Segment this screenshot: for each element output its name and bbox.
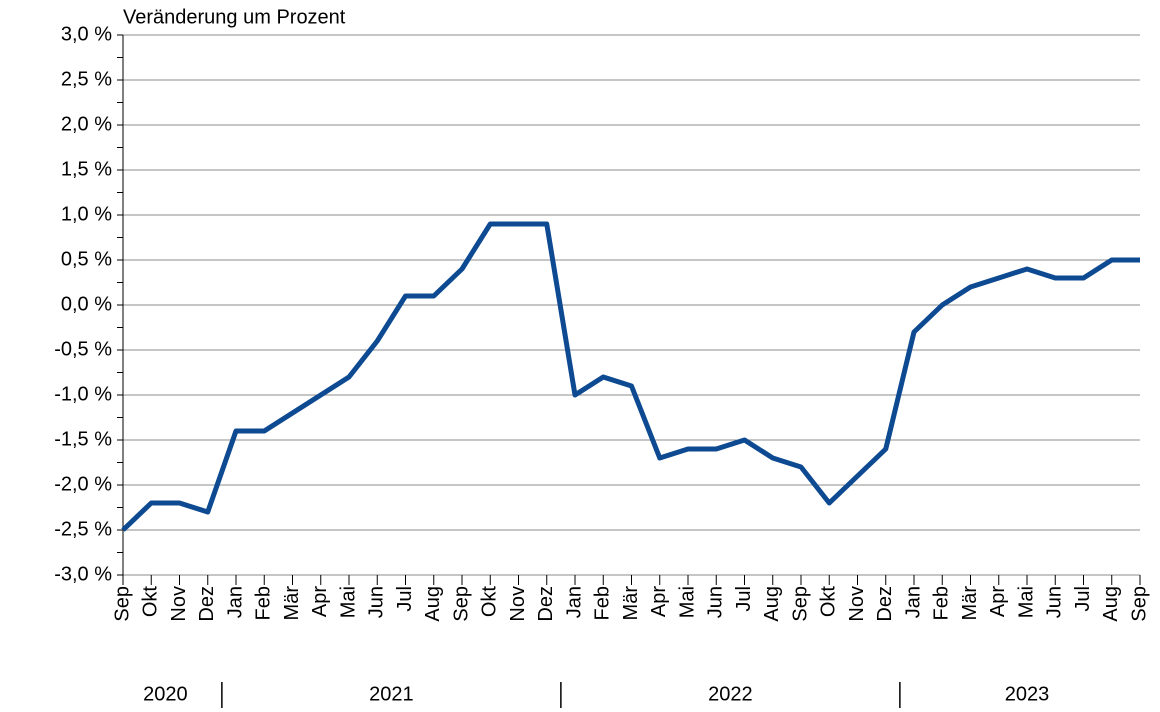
year-label: 2021 [369,683,414,705]
x-tick-label: Jul [394,586,416,612]
x-tick-label: Mär [620,586,642,621]
chart-title: Veränderung um Prozent [123,6,346,28]
x-tick-label: Aug [422,586,444,622]
x-tick-label: Jun [1044,586,1066,618]
y-tick-label: 1,5 % [61,158,112,180]
x-tick-label: Jun [705,586,727,618]
x-tick-label: Feb [253,586,275,620]
x-tick-label: Apr [987,586,1009,617]
x-tick-label: Mai [676,586,698,618]
year-label: 2020 [143,683,188,705]
y-tick-label: -2,5 % [54,518,112,540]
x-tick-label: Mär [281,586,303,621]
x-tick-label: Jun [366,586,388,618]
x-tick-label: Jan [224,586,246,618]
x-tick-label: Dez [196,586,218,622]
x-tick-label: Sep [789,586,811,622]
x-tick-label: Jul [1072,586,1094,612]
x-tick-label: Mai [1015,586,1037,618]
y-tick-label: 2,0 % [61,113,112,135]
x-tick-label: Okt [479,586,501,618]
x-tick-label: Jan [563,586,585,618]
x-tick-label: Feb [931,586,953,620]
y-tick-label: 0,5 % [61,248,112,270]
x-tick-label: Sep [450,586,472,622]
line-series [121,221,1140,532]
y-tick-label: 3,0 % [61,23,112,45]
x-tick-label: Aug [761,586,783,622]
y-tick-label: 1,0 % [61,203,112,225]
y-tick-label: 0,0 % [61,293,112,315]
x-tick-label: Nov [168,586,190,622]
x-tick-label: Nov [846,586,868,622]
y-tick-label: -1,5 % [54,428,112,450]
x-tick-label: Okt [140,586,162,618]
x-tick-label: Aug [1100,586,1122,622]
x-tick-label: Feb [592,586,614,620]
x-tick-label: Sep [111,586,133,622]
year-label: 2022 [708,683,753,705]
y-tick-label: -1,0 % [54,383,112,405]
y-tick-label: 2,5 % [61,68,112,90]
x-tick-label: Dez [874,586,896,622]
x-tick-label: Dez [535,586,557,622]
y-tick-label: -0,5 % [54,338,112,360]
x-tick-label: Okt [818,586,840,618]
x-tick-label: Nov [507,586,529,622]
x-tick-label: Apr [309,586,331,617]
x-tick-label: Sep [1128,586,1150,622]
y-tick-label: -2,0 % [54,473,112,495]
x-tick-label: Apr [648,586,670,617]
year-label: 2023 [1005,683,1050,705]
x-tick-label: Mär [959,586,981,621]
x-tick-label: Jan [902,586,924,618]
x-tick-label: Jul [733,586,755,612]
y-tick-label: -3,0 % [54,563,112,585]
x-tick-label: Mai [337,586,359,618]
